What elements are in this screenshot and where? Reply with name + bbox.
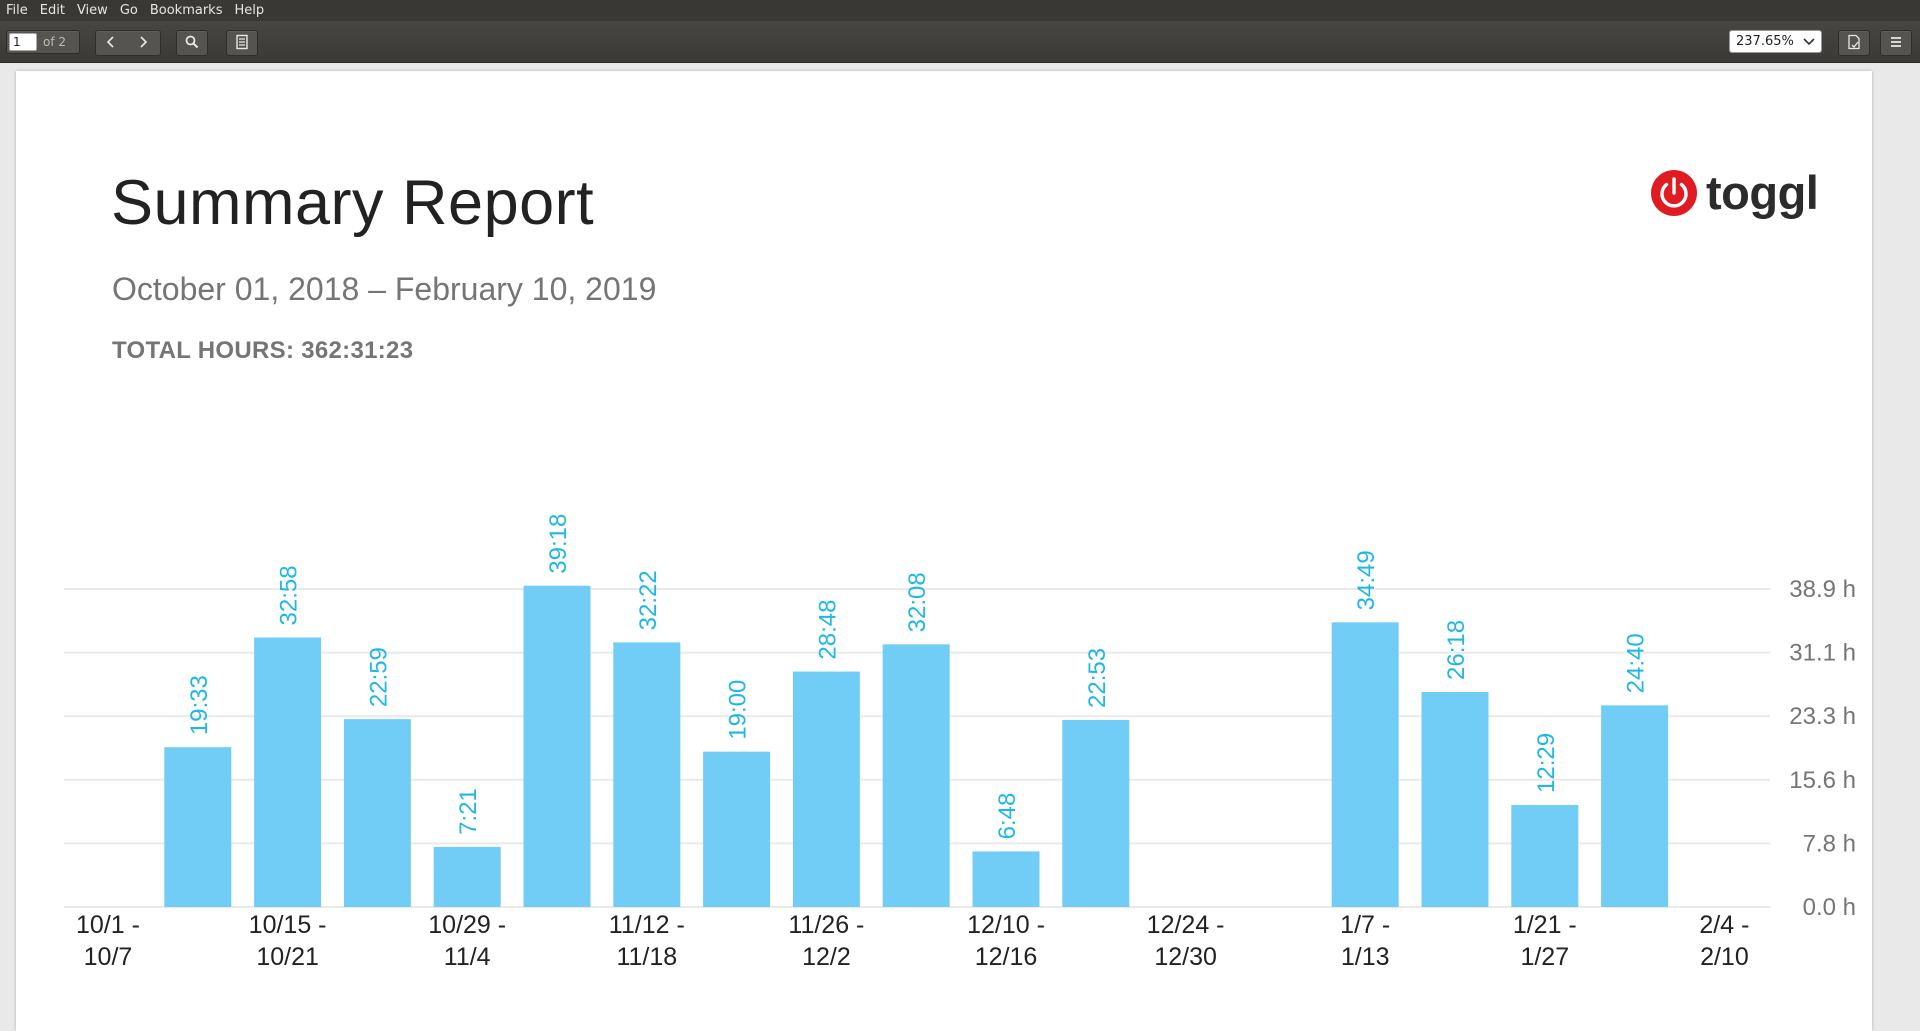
menu-view[interactable]: View	[76, 3, 108, 18]
page-count: of 2	[43, 35, 67, 49]
page-nav-group	[95, 30, 161, 56]
bar	[164, 747, 232, 907]
bar	[1601, 705, 1669, 907]
chevron-left-icon	[106, 36, 114, 48]
bar	[1062, 719, 1130, 907]
menu-go[interactable]: Go	[119, 3, 138, 18]
zoom-select[interactable]: 237.65%	[1729, 30, 1822, 53]
x-tick-label: 11/18	[616, 943, 677, 971]
y-tick-label: 31.1 h	[1789, 640, 1856, 667]
menu-file[interactable]: File	[6, 3, 28, 18]
y-tick-label: 0.0 h	[1803, 894, 1856, 921]
x-tick-label: 12/16	[975, 943, 1038, 971]
bar	[792, 671, 860, 907]
x-tick-label: 12/24 -	[1147, 911, 1225, 939]
search-group	[176, 30, 208, 56]
bar	[1421, 692, 1489, 907]
sidebar-toggle-button[interactable]	[228, 30, 256, 54]
bar-value-label: 28:48	[814, 600, 841, 660]
date-range: October 01, 2018 – February 10, 2019	[112, 271, 657, 307]
x-tick-label: 1/13	[1341, 943, 1390, 971]
document-group	[1838, 30, 1870, 56]
y-tick-label: 15.6 h	[1789, 767, 1856, 794]
chevron-right-icon	[140, 36, 148, 48]
hamburger-menu-icon	[1891, 37, 1901, 47]
x-tick-label: 1/7 -	[1340, 911, 1390, 939]
bar-value-label: 22:59	[365, 647, 392, 707]
bar-value-label: 12:29	[1533, 733, 1560, 793]
x-tick-label: 10/15 -	[249, 911, 327, 939]
bar-chart: 0.0 h 7.8 h 15.6 h 23.3 h 31.1 h 38.9 h 19:33 3…	[64, 514, 1856, 971]
bar-value-label: 22:53	[1084, 648, 1111, 708]
menu-edit[interactable]: Edit	[39, 3, 65, 18]
bar-value-label: 32:22	[635, 570, 662, 630]
bar	[254, 637, 322, 907]
y-tick-label: 7.8 h	[1803, 830, 1856, 857]
bar	[433, 846, 501, 907]
power-icon	[1651, 169, 1697, 216]
x-tick-label: 11/4	[444, 943, 491, 971]
y-tick-label: 23.3 h	[1789, 703, 1856, 730]
bar	[703, 751, 771, 907]
bar-value-label: 19:33	[186, 675, 213, 735]
search-icon	[185, 35, 199, 49]
page-number-input[interactable]	[9, 33, 37, 51]
bar-value-label: 39:18	[545, 514, 572, 574]
total-hours: TOTAL HOURS: 362:31:23	[112, 337, 414, 364]
x-tick-label: 10/1 -	[76, 911, 140, 939]
menu-bookmarks[interactable]: Bookmarks	[149, 3, 223, 18]
x-tick-label: 12/30	[1154, 943, 1217, 971]
logo-text: toggl	[1706, 166, 1819, 219]
bar	[343, 719, 411, 907]
x-tick-label: 1/27	[1520, 943, 1569, 971]
x-tick-label: 12/2	[802, 943, 851, 971]
main-menu-button[interactable]	[1882, 30, 1910, 54]
previous-page-button[interactable]	[97, 30, 125, 54]
bar-value-label: 32:58	[276, 565, 303, 625]
x-tick-label: 10/29 -	[428, 911, 506, 939]
bar-value-label: 26:18	[1443, 620, 1470, 680]
bar	[882, 644, 950, 907]
x-tick-label: 11/26 -	[788, 911, 864, 939]
x-tick-label: 1/21 -	[1513, 911, 1577, 939]
x-tick-label: 10/7	[84, 943, 133, 971]
search-button[interactable]	[178, 30, 206, 54]
x-tick-label: 10/21	[256, 943, 319, 971]
bar-value-label: 32:08	[904, 572, 931, 632]
bar-value-label: 6:48	[994, 793, 1021, 840]
bar-value-label: 24:40	[1623, 633, 1650, 693]
next-page-button[interactable]	[129, 30, 157, 54]
bar	[1511, 804, 1579, 907]
y-tick-label: 38.9 h	[1789, 576, 1856, 603]
x-tick-label: 12/10 -	[967, 911, 1045, 939]
toggl-logo: toggl	[1650, 165, 1819, 220]
menu-help[interactable]: Help	[234, 3, 265, 18]
chevron-down-icon	[1803, 37, 1815, 45]
bar-value-label: 7:21	[455, 788, 482, 835]
bar	[972, 851, 1040, 907]
zoom-value: 237.65%	[1736, 34, 1794, 49]
sidebar-group	[226, 30, 258, 56]
x-tick-label: 2/4 -	[1699, 911, 1749, 939]
toolbar: of 2 237.65%	[0, 21, 1920, 63]
report-title: Summary Report	[111, 168, 595, 238]
menubar: File Edit View Go Bookmarks Help	[0, 0, 1920, 21]
menu-group	[1880, 30, 1912, 56]
page-selector: of 2	[6, 30, 80, 54]
document-properties-button[interactable]	[1840, 30, 1868, 54]
bar-value-label: 19:00	[725, 680, 752, 740]
document-icon	[1848, 34, 1860, 50]
document-page: Summary Report October 01, 2018 – Februa…	[16, 71, 1872, 1031]
bar-value-label: 34:49	[1353, 550, 1380, 610]
x-tick-label: 11/12 -	[609, 911, 685, 939]
bar	[523, 585, 591, 907]
bar	[613, 642, 681, 907]
sidebar-icon	[236, 34, 248, 50]
bar	[1331, 622, 1399, 907]
x-tick-label: 2/10	[1700, 943, 1749, 971]
